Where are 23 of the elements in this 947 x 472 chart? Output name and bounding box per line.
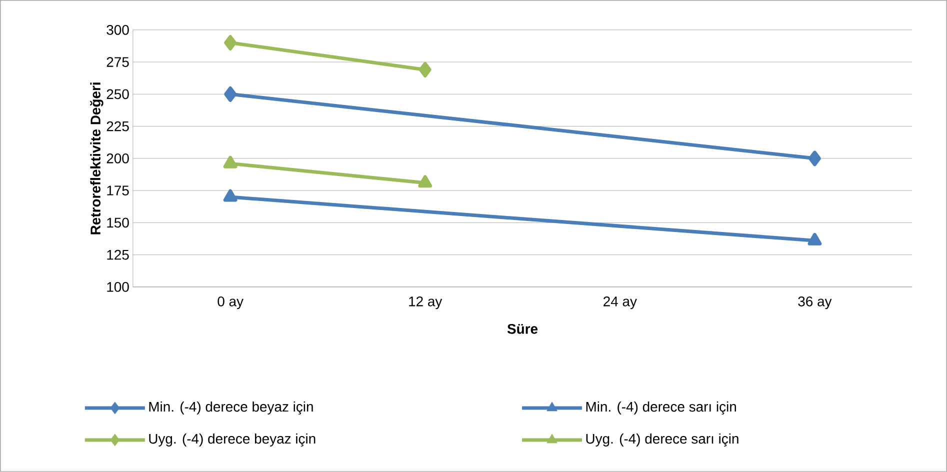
point (808, 150, 821, 166)
y-tick-label: 175 (107, 186, 129, 196)
y-tick-label: 200 (106, 154, 129, 164)
y-tick-label: 225 (106, 121, 129, 132)
x-axis-title: Süre (507, 324, 538, 334)
y-axis-title: Retroreflektivite Değeri (90, 82, 104, 234)
y-tick-label: 300 (106, 24, 129, 35)
legend-label: Min. (-4) derece sarı için (586, 401, 736, 415)
y-tick-label: 125 (107, 250, 129, 260)
point (418, 62, 432, 78)
y-tick-label: 100 (107, 282, 129, 292)
y-tick-label: 150 (107, 218, 129, 228)
legend-label: Uyg. (-4) derece beyaz için (149, 433, 316, 447)
x-tick-label: 0 ay (218, 296, 244, 310)
x-tick-label: 12 ay (409, 296, 442, 310)
point (224, 35, 237, 51)
legend-label: Uyg. (-4) derece sarı için (586, 433, 738, 447)
legend-label: Min. (-4) derece beyaz için (149, 401, 313, 415)
y-tick-label: 250 (106, 89, 129, 100)
x-tick-label: 36 ay (798, 296, 832, 310)
x-tick-label: 24 ay (604, 296, 637, 310)
point (224, 86, 237, 102)
y-tick-label: 275 (106, 57, 129, 68)
